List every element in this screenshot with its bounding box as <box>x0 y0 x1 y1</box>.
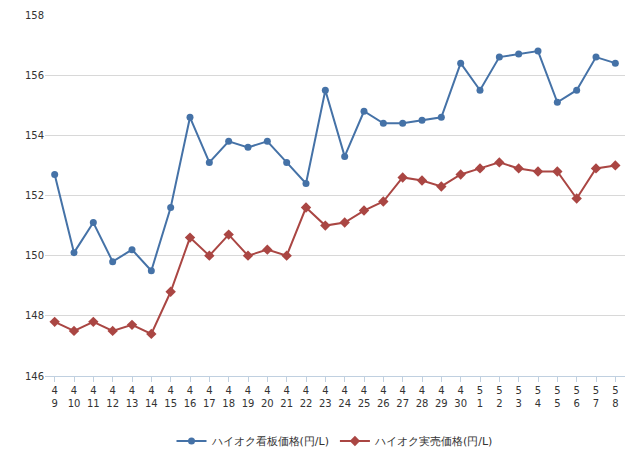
svg-text:425: 425 <box>358 385 371 409</box>
svg-text:429: 429 <box>435 385 448 409</box>
svg-text:56: 56 <box>573 385 579 409</box>
svg-text:148: 148 <box>25 310 44 321</box>
svg-text:422: 422 <box>300 385 313 409</box>
svg-text:423: 423 <box>319 385 332 409</box>
svg-text:150: 150 <box>25 250 44 261</box>
svg-text:426: 426 <box>377 385 390 409</box>
svg-text:430: 430 <box>454 385 467 409</box>
svg-text:414: 414 <box>145 385 158 409</box>
svg-text:154: 154 <box>25 130 44 141</box>
svg-text:411: 411 <box>87 385 100 409</box>
svg-text:156: 156 <box>25 70 44 81</box>
svg-text:51: 51 <box>477 385 483 409</box>
svg-text:410: 410 <box>68 385 81 409</box>
svg-text:427: 427 <box>396 385 409 409</box>
svg-text:428: 428 <box>416 385 429 409</box>
svg-text:55: 55 <box>554 385 560 409</box>
svg-text:417: 417 <box>203 385 216 409</box>
svg-text:416: 416 <box>184 385 197 409</box>
svg-text:152: 152 <box>25 190 44 201</box>
svg-text:146: 146 <box>25 371 44 382</box>
svg-text:412: 412 <box>106 385 119 409</box>
svg-text:58: 58 <box>612 385 618 409</box>
svg-text:418: 418 <box>222 385 235 409</box>
svg-text:53: 53 <box>515 385 521 409</box>
svg-text:52: 52 <box>496 385 502 409</box>
svg-text:54: 54 <box>535 385 541 409</box>
svg-text:158: 158 <box>25 10 44 21</box>
svg-text:421: 421 <box>280 385 293 409</box>
svg-text:424: 424 <box>338 385 351 409</box>
svg-text:419: 419 <box>242 385 255 409</box>
svg-text:57: 57 <box>593 385 599 409</box>
svg-text:ハイオク実売価格(円/L): ハイオク実売価格(円/L) <box>374 435 492 448</box>
svg-text:415: 415 <box>164 385 177 409</box>
svg-text:ハイオク看板価格(円/L): ハイオク看板価格(円/L) <box>211 435 329 448</box>
svg-text:413: 413 <box>126 385 139 409</box>
svg-text:420: 420 <box>261 385 274 409</box>
svg-text:49: 49 <box>51 385 57 409</box>
